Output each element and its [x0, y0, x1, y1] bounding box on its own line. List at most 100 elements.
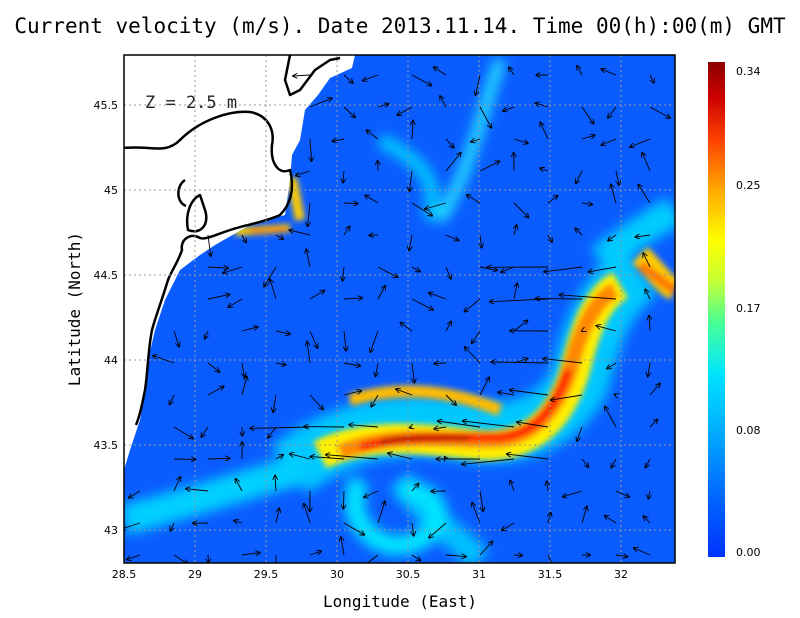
- velocity-arrow: [304, 504, 311, 524]
- velocity-arrow: [425, 202, 447, 209]
- velocity-arrow: [207, 294, 230, 300]
- y-tick-label: 45: [104, 184, 118, 197]
- velocity-arrow: [376, 362, 379, 376]
- velocity-arrow: [275, 363, 286, 365]
- velocity-arrow: [241, 327, 258, 332]
- velocity-arrow: [241, 553, 260, 555]
- velocity-arrow: [273, 394, 276, 412]
- velocity-arrow: [649, 106, 670, 118]
- velocity-arrow: [642, 153, 651, 172]
- velocity-arrow: [491, 362, 549, 363]
- colorbar-tick-label: 0.34: [736, 65, 761, 78]
- velocity-arrow: [306, 249, 311, 268]
- velocity-arrow: [548, 234, 552, 242]
- velocity-arrow: [293, 75, 311, 76]
- velocity-arrow: [465, 347, 481, 364]
- velocity-arrow: [576, 170, 583, 183]
- velocity-arrow: [471, 139, 481, 142]
- velocity-arrow: [560, 295, 617, 300]
- velocity-arrow: [608, 234, 617, 241]
- velocity-arrow: [548, 513, 551, 524]
- velocity-arrow: [326, 455, 379, 460]
- velocity-arrow: [611, 185, 617, 204]
- velocity-arrow: [503, 106, 515, 111]
- velocity-arrow: [648, 490, 650, 499]
- velocity-arrow: [343, 203, 358, 204]
- velocity-arrow: [638, 185, 651, 204]
- velocity-arrow: [445, 234, 459, 240]
- velocity-arrow: [411, 484, 419, 492]
- velocity-arrow: [434, 67, 447, 76]
- colorbar-gradient: [708, 62, 725, 557]
- velocity-arrow: [510, 481, 515, 492]
- velocity-arrow: [275, 476, 276, 492]
- velocity-arrow: [615, 555, 628, 557]
- y-tick-label: 43: [104, 524, 118, 537]
- y-axis: 43 43.5 44 44.5 45 45.5 Latitude (North): [65, 99, 118, 537]
- velocity-arrow: [275, 235, 283, 239]
- x-tick-label: 32: [614, 568, 628, 581]
- velocity-arrow: [498, 392, 515, 395]
- velocity-arrow: [513, 283, 517, 300]
- velocity-arrow: [186, 489, 209, 491]
- velocity-arrow: [434, 427, 447, 429]
- velocity-arrow: [501, 266, 515, 272]
- velocity-arrow: [445, 555, 466, 557]
- velocity-arrow: [370, 330, 379, 352]
- y-axis-label: Latitude (North): [65, 232, 84, 386]
- depth-label: Z = 2.5 m: [145, 93, 237, 113]
- velocity-arrow: [234, 521, 243, 524]
- velocity-arrow: [540, 122, 549, 140]
- x-tick-label: 31.5: [538, 568, 563, 581]
- velocity-arrow: [412, 362, 414, 383]
- velocity-arrow: [607, 362, 617, 369]
- velocity-arrow: [616, 170, 619, 185]
- velocity-arrow: [290, 454, 311, 460]
- velocity-arrow: [341, 537, 345, 556]
- velocity-arrow: [615, 394, 617, 395]
- velocity-arrow: [513, 320, 528, 332]
- velocity-arrow: [517, 422, 549, 428]
- x-axis: 28.5 29 29.5 30 30.5 31 31.5 32 Longitud…: [112, 568, 628, 611]
- velocity-arrow: [465, 298, 481, 312]
- velocity-arrow: [411, 554, 420, 561]
- velocity-arrow: [596, 326, 617, 332]
- velocity-arrow: [309, 98, 332, 108]
- velocity-arrow: [513, 138, 528, 143]
- velocity-arrow: [310, 457, 345, 459]
- velocity-arrow: [207, 362, 219, 372]
- velocity-arrow: [479, 541, 493, 556]
- velocity-arrow: [636, 235, 651, 237]
- velocity-arrow: [472, 330, 481, 343]
- velocity-arrow: [207, 386, 224, 396]
- coastline: [123, 54, 341, 426]
- x-tick-label: 29: [188, 568, 202, 581]
- velocity-arrow: [371, 394, 379, 407]
- velocity-arrow: [270, 279, 277, 300]
- velocity-arrow: [445, 153, 461, 172]
- velocity-arrow: [343, 298, 362, 299]
- velocity-arrow: [343, 74, 353, 83]
- colorbar-tick-label: 0.17: [736, 302, 761, 315]
- velocity-arrow: [400, 323, 413, 332]
- x-axis-label: Longitude (East): [323, 592, 477, 611]
- velocity-arrow: [634, 548, 651, 556]
- velocity-arrow: [510, 390, 549, 396]
- map-title: Current velocity (m/s). Date 2013.11.14.…: [14, 14, 786, 38]
- velocity-arrow: [275, 331, 290, 334]
- velocity-arrow: [412, 121, 413, 140]
- velocity-arrow: [343, 106, 355, 117]
- colorbar: 0.34 0.25 0.17 0.08 0.00: [708, 62, 761, 559]
- velocity-arrow: [462, 458, 515, 464]
- velocity-arrow: [509, 67, 515, 76]
- velocity-arrow: [264, 266, 277, 287]
- velocity-arrow: [581, 458, 588, 467]
- velocity-arrow: [367, 130, 379, 140]
- velocity-field: [124, 55, 675, 563]
- velocity-arrow: [513, 202, 529, 218]
- velocity-arrow: [411, 74, 431, 86]
- velocity-arrow: [551, 394, 583, 400]
- velocity-arrow: [547, 554, 553, 563]
- velocity-arrow: [343, 490, 344, 509]
- velocity-arrow: [309, 551, 321, 556]
